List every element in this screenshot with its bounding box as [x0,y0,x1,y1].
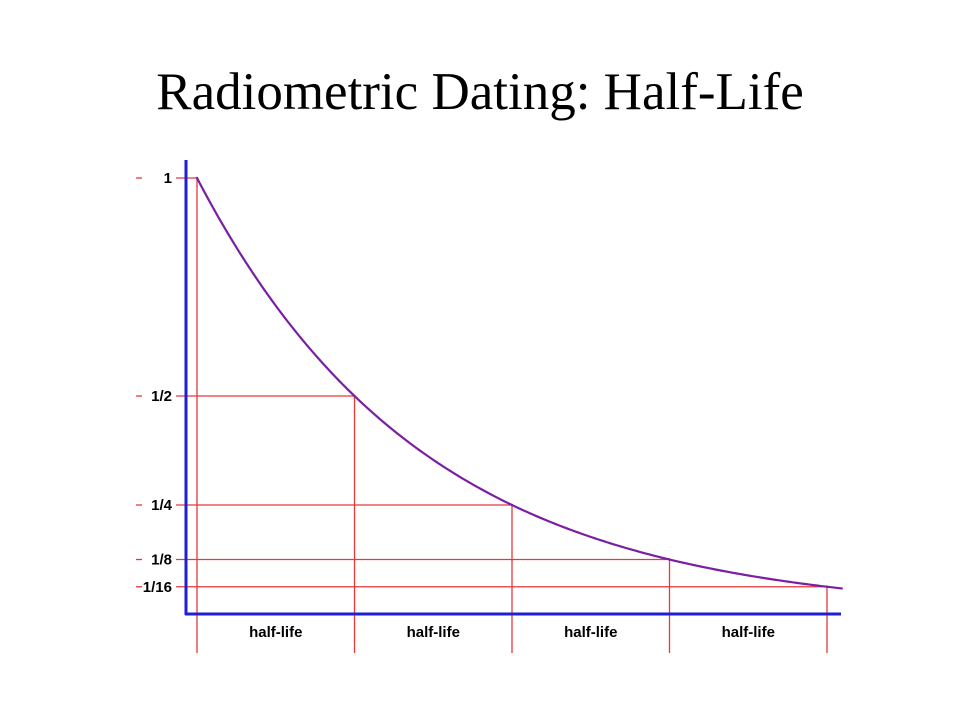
y-tick-label: 1/2 [151,388,172,405]
decay-data-point [825,585,829,588]
decay-data-point [195,176,199,180]
guide-lines [176,177,828,653]
y-tick-label: 1/4 [151,497,173,514]
y-tick-label: 1 [164,170,172,187]
slide-title: Radiometric Dating: Half-Life [156,63,804,121]
y-ticks: 1 1/2 1/4 1/8 1/16 [136,170,173,596]
decay-data-point [353,394,356,398]
decay-data-point [510,503,514,507]
axes [184,160,841,616]
half-life-period-label: half-life [407,624,460,641]
decay-data-point [668,558,671,561]
y-tick-label: 1/8 [151,552,172,569]
half-life-period-label: half-life [722,624,775,641]
period-labels: half-life half-life half-life half-life [249,624,775,641]
half-life-period-label: half-life [249,624,302,641]
y-tick-label: 1/16 [143,579,172,596]
curve-layer [195,176,843,590]
decay-curve-line [196,177,843,590]
half-life-period-label: half-life [564,624,617,641]
